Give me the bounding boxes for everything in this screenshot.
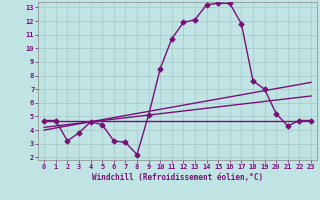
X-axis label: Windchill (Refroidissement éolien,°C): Windchill (Refroidissement éolien,°C) (92, 173, 263, 182)
